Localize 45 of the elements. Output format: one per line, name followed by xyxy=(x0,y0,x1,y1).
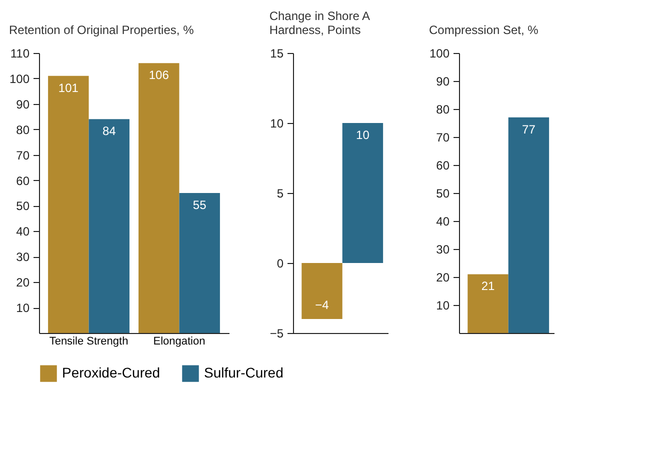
y-tick-label: 40 xyxy=(436,214,450,228)
y-tick-label: 40 xyxy=(16,224,30,239)
chart-title: Compression Set, % xyxy=(428,23,539,37)
y-tick-label: 30 xyxy=(436,242,450,256)
data-label: 84 xyxy=(102,124,116,138)
y-tick-label: 60 xyxy=(16,174,30,188)
y-tick-label: 10 xyxy=(16,301,30,316)
y-tick-label: 80 xyxy=(436,102,450,116)
bar xyxy=(48,76,89,333)
y-tick-label: 70 xyxy=(16,148,30,162)
y-tick-label: −5 xyxy=(270,326,284,340)
bar xyxy=(179,193,220,333)
y-tick-label: 90 xyxy=(16,97,30,112)
y-tick-label: 10 xyxy=(270,116,284,130)
data-label: −4 xyxy=(315,298,330,312)
y-tick-label: 50 xyxy=(436,186,450,200)
y-tick-label: 70 xyxy=(436,130,450,144)
data-label: 21 xyxy=(481,279,495,294)
x-tick-label: Tensile Strength xyxy=(49,336,128,348)
data-label: 106 xyxy=(148,68,170,82)
y-tick-label: 60 xyxy=(436,158,450,172)
data-label: 101 xyxy=(58,80,79,95)
y-tick-label: 10 xyxy=(436,298,450,312)
y-tick-label: 100 xyxy=(429,46,450,60)
legend-label: Sulfur-Cured xyxy=(204,364,284,381)
y-tick-label: 30 xyxy=(16,250,30,264)
y-tick-label: 50 xyxy=(16,199,30,214)
y-tick-label: 110 xyxy=(10,46,30,60)
legend-label: Peroxide-Cured xyxy=(62,364,160,381)
chart-title: Change in Shore A Hardness, Points xyxy=(269,9,370,37)
data-label: 10 xyxy=(356,128,370,142)
y-tick-label: 15 xyxy=(270,46,284,60)
y-tick-label: 0 xyxy=(276,256,284,270)
bar xyxy=(138,63,180,333)
y-tick-label: 90 xyxy=(436,74,450,88)
y-tick-label: 20 xyxy=(436,270,450,284)
y-tick-label: 5 xyxy=(276,186,284,200)
data-label: 55 xyxy=(192,198,207,212)
x-tick-label: Elongation xyxy=(153,336,206,348)
chart-title: Retention of Original Properties, % xyxy=(8,23,194,37)
bar xyxy=(88,119,130,333)
y-tick-label: 20 xyxy=(16,276,30,290)
data-label: 77 xyxy=(522,122,536,136)
y-tick-label: 80 xyxy=(16,122,30,137)
y-tick-label: 100 xyxy=(9,72,30,86)
